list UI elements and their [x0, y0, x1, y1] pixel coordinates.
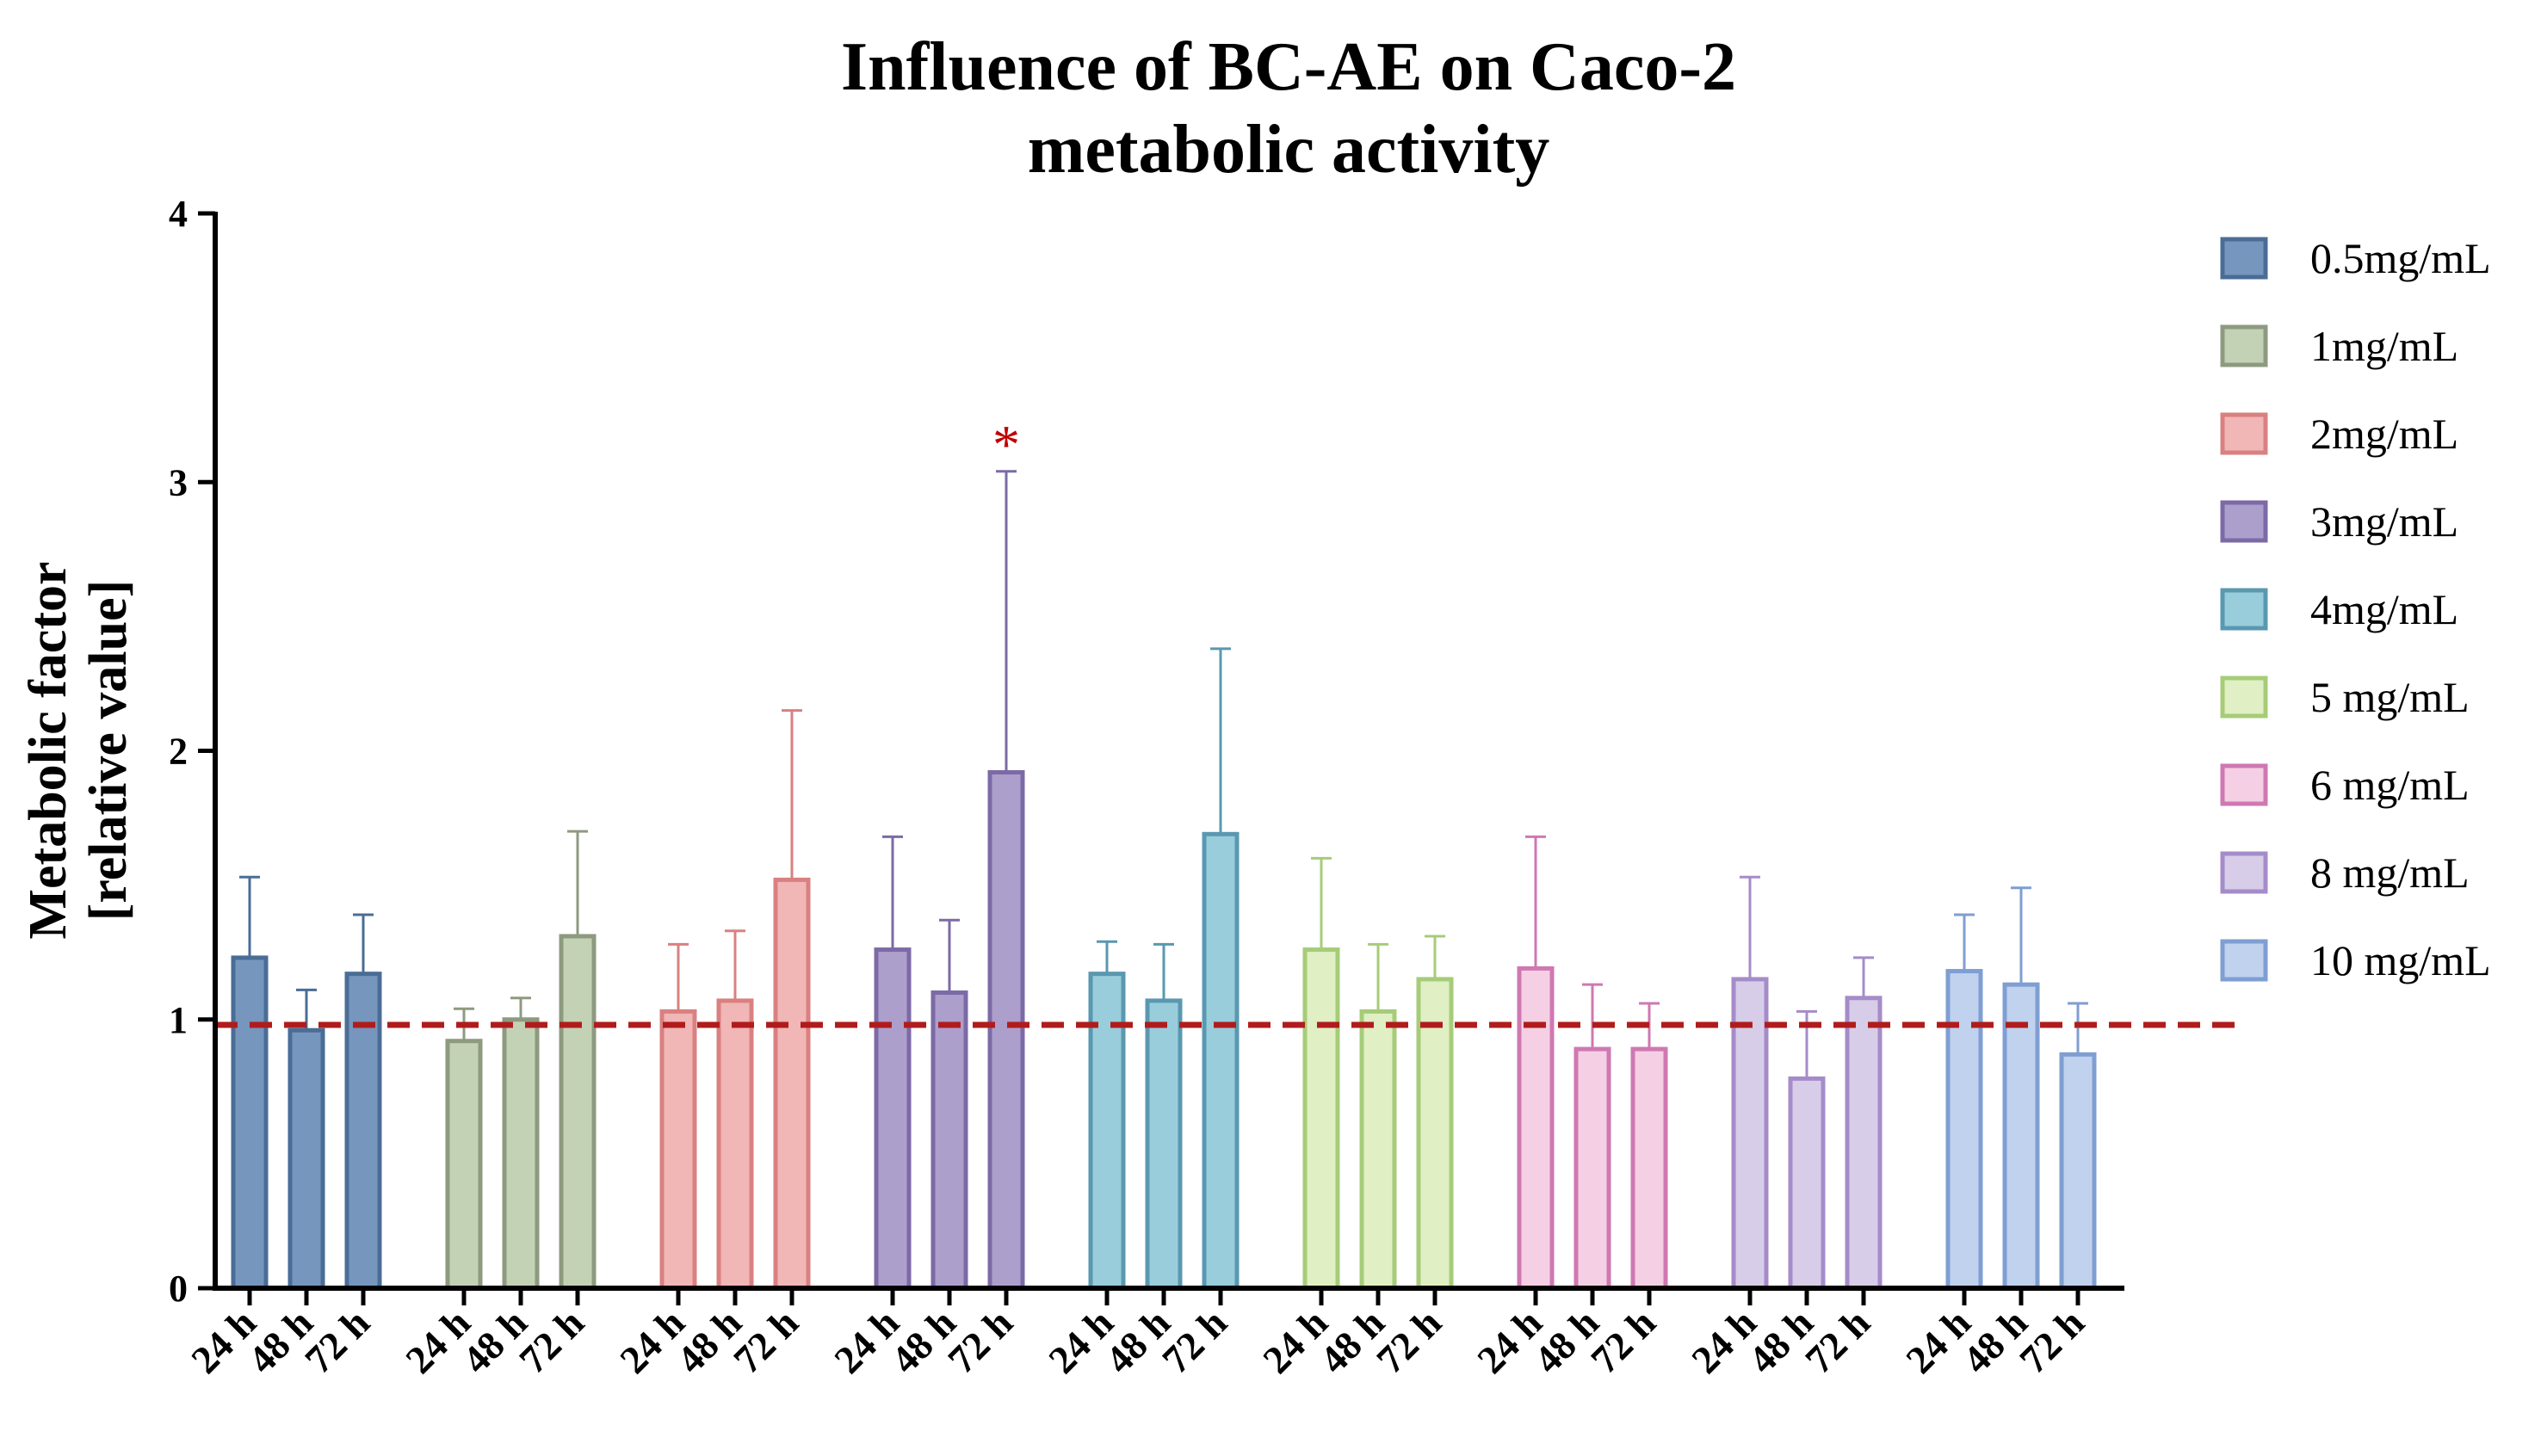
legend-label: 10 mg/mL	[2310, 936, 2491, 984]
legend-label: 0.5mg/mL	[2310, 234, 2491, 282]
legend-swatch	[2220, 412, 2268, 455]
bar	[773, 877, 811, 1291]
y-axis-label-line: Metabolic factor	[19, 562, 77, 940]
chart-title-line: Influence of BC-AE on Caco-2	[841, 29, 1736, 105]
legend-swatch	[2220, 500, 2268, 543]
legend-label: 5 mg/mL	[2310, 673, 2470, 721]
legend-label: 2mg/mL	[2310, 410, 2458, 458]
y-tick-label: 3	[169, 461, 188, 503]
legend-label: 3mg/mL	[2310, 497, 2458, 546]
bars	[231, 769, 2097, 1291]
bar	[659, 1009, 697, 1291]
bar	[987, 769, 1025, 1291]
bar	[287, 1027, 325, 1291]
bar	[2002, 982, 2040, 1291]
y-tick-label: 4	[169, 193, 188, 235]
x-tick-label: 72 h	[939, 1300, 1021, 1382]
x-tick-label: 72 h	[296, 1300, 378, 1382]
bar	[1945, 969, 1983, 1291]
bar	[502, 1017, 540, 1291]
axes: 0 1 2 3 4	[169, 193, 2124, 1310]
significance-asterisk: *	[992, 414, 1020, 475]
y-tick-label: 1	[169, 999, 188, 1041]
y-tick-label: 0	[169, 1268, 188, 1310]
bar	[1145, 998, 1183, 1291]
bar	[1088, 972, 1126, 1291]
x-tick-label: 72 h	[1153, 1300, 1235, 1382]
legend-swatch	[2220, 851, 2268, 894]
annotations: *	[992, 414, 1020, 475]
legend: 0.5mg/mL 1mg/mL 2mg/mL 3mg/mL 4mg/mL 5 mg/mL 6…	[2220, 234, 2491, 984]
x-tick-label: 72 h	[725, 1300, 807, 1382]
legend-swatch	[2220, 324, 2268, 367]
bar	[1202, 831, 1240, 1291]
bar	[559, 934, 597, 1291]
y-tick-label: 2	[169, 731, 188, 773]
legend-label: 1mg/mL	[2310, 322, 2458, 370]
bar	[1517, 966, 1555, 1291]
bar	[874, 947, 912, 1291]
chart-title-line: metabolic activity	[1028, 112, 1549, 188]
bar	[716, 998, 754, 1291]
x-tick-label: 72 h	[1796, 1300, 1878, 1382]
bar	[1302, 947, 1340, 1291]
x-tick-label: 72 h	[1582, 1300, 1664, 1382]
bar	[445, 1039, 483, 1291]
legend-label: 6 mg/mL	[2310, 761, 2470, 809]
x-tick-label: 72 h	[2011, 1300, 2093, 1382]
bar	[231, 955, 269, 1291]
bar	[2059, 1052, 2097, 1291]
legend-label: 8 mg/mL	[2310, 848, 2470, 897]
legend-swatch	[2220, 237, 2268, 280]
x-tick-label: 72 h	[510, 1300, 592, 1382]
y-axis-label-line: [relative value]	[79, 580, 138, 922]
bar	[1359, 1009, 1397, 1291]
legend-swatch	[2220, 939, 2268, 982]
bar	[1788, 1076, 1826, 1291]
bar	[930, 990, 968, 1291]
legend-swatch	[2220, 588, 2268, 631]
legend-swatch	[2220, 763, 2268, 806]
y-axis-label: Metabolic factor [relative value]	[19, 562, 138, 940]
x-tick-label: 72 h	[1368, 1300, 1450, 1382]
error-bars	[239, 470, 2088, 1079]
bar	[1573, 1046, 1611, 1291]
legend-swatch	[2220, 676, 2268, 719]
bar	[1845, 996, 1883, 1291]
bar	[344, 972, 382, 1291]
x-tick-labels: 24 h48 h72 h 24 h48 h72 h 24 h48 h72 h 24 h…	[182, 1300, 2093, 1382]
bar	[1630, 1046, 1668, 1291]
legend-label: 4mg/mL	[2310, 585, 2458, 633]
